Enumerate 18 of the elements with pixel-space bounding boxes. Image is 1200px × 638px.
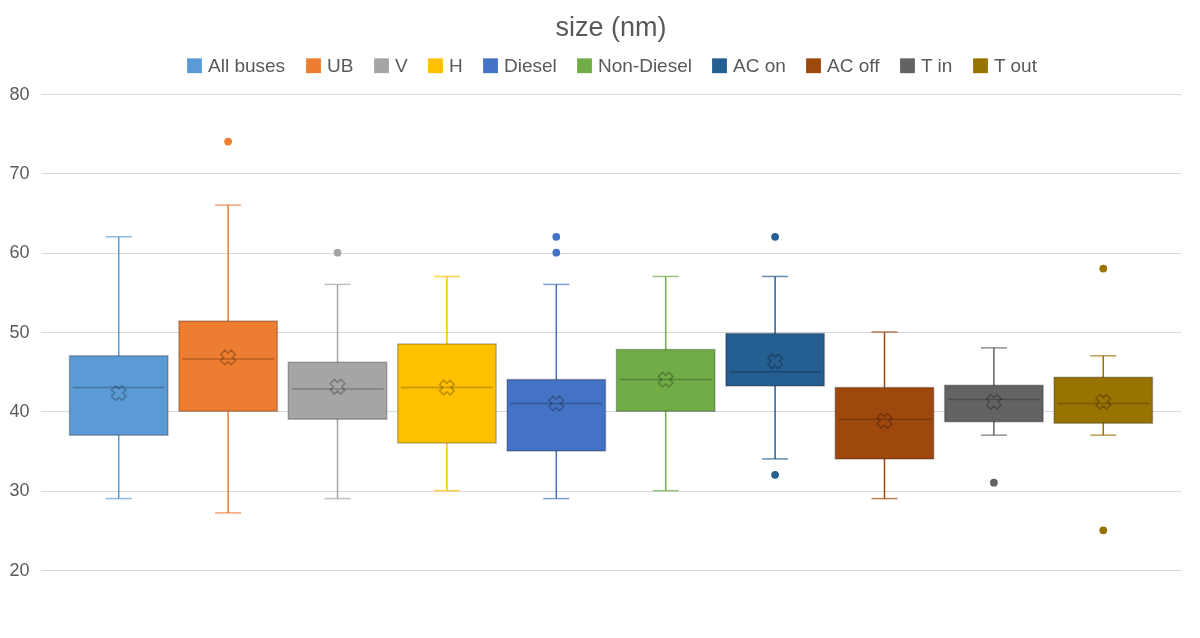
legend-label: H [449, 54, 463, 76]
legend-label: T in [921, 54, 953, 76]
legend-label: AC off [827, 54, 881, 76]
legend-label: Diesel [504, 54, 557, 76]
legend-label: V [395, 54, 408, 76]
y-tick-label: 80 [9, 83, 30, 104]
y-tick-label: 20 [9, 559, 30, 580]
legend-label: T out [994, 54, 1038, 76]
legend-label: UB [327, 54, 354, 76]
legend-label: Non-Diesel [598, 54, 692, 76]
chart-title: size (nm) [555, 12, 667, 42]
y-tick-label: 60 [9, 242, 30, 263]
y-tick-label: 40 [9, 400, 30, 421]
legend-label: AC on [733, 54, 786, 76]
y-tick-label: 50 [9, 321, 30, 342]
legend-label: All buses [208, 54, 286, 76]
y-tick-label: 30 [9, 480, 30, 501]
y-tick-label: 70 [9, 162, 30, 183]
